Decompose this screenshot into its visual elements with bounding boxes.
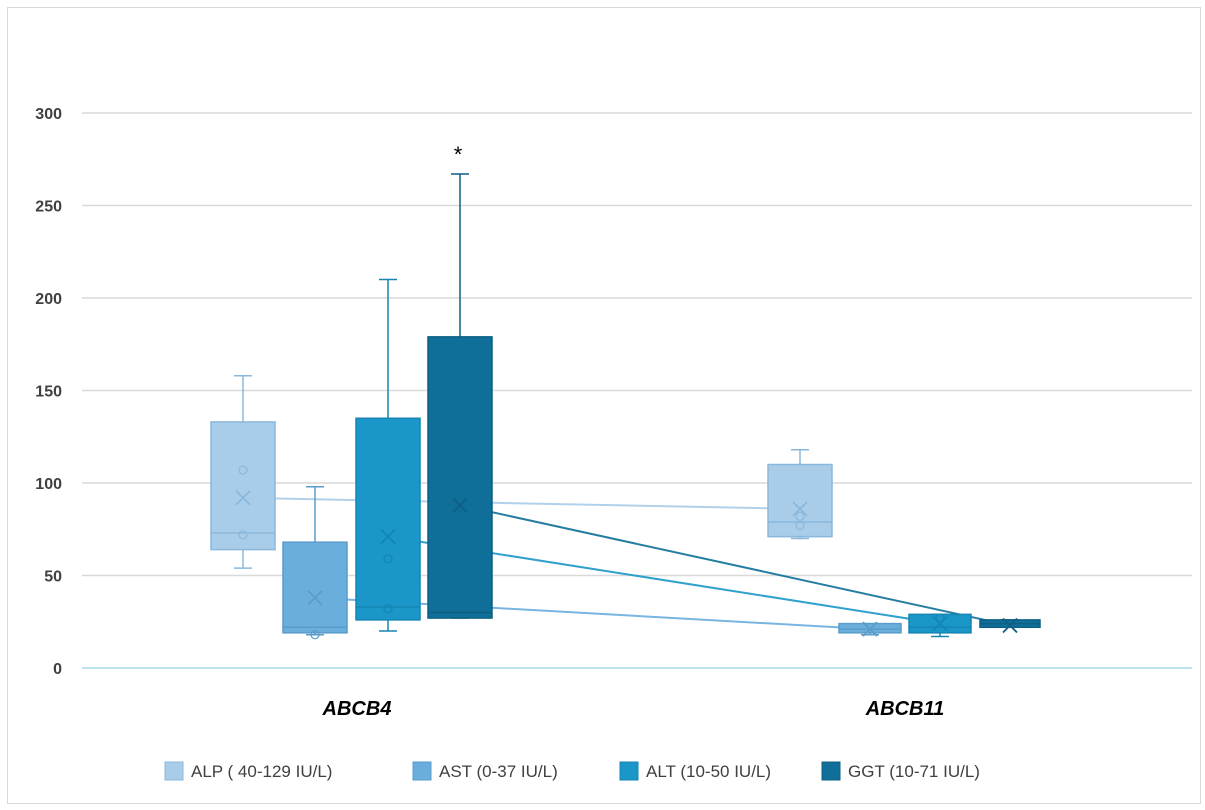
y-tick-label-200: 200 (35, 291, 62, 308)
y-tick-label-50: 50 (44, 569, 62, 586)
legend-label-3: ALT (10-50 IU/L) (646, 762, 771, 781)
mean-marker-b (380, 529, 396, 545)
box-body (355, 417, 421, 621)
mean-marker-b (792, 501, 808, 517)
box-body (767, 463, 833, 538)
data-point-1 (383, 554, 393, 564)
box-abcb4-series-2 (282, 485, 348, 640)
category-label-abcb4: ABCB4 (322, 698, 392, 720)
legend-swatch-4 (821, 761, 841, 781)
y-tick-label-100: 100 (35, 476, 62, 493)
box-abcb11-series-2 (838, 621, 902, 637)
mean-marker-b (452, 497, 468, 513)
box-abcb4-series-1 (210, 374, 276, 569)
box-body (282, 541, 348, 634)
chart-frame (7, 7, 1201, 804)
mean-marker-b (307, 590, 323, 606)
data-point-1 (310, 630, 320, 640)
legend-swatch-3 (619, 761, 639, 781)
box-body (427, 336, 493, 619)
mean-marker-b (932, 615, 948, 632)
box-abcb11-series-1 (767, 448, 833, 540)
box-abcb11-series-3 (908, 613, 972, 638)
y-tick-label-250: 250 (35, 199, 62, 216)
data-point-1 (935, 613, 945, 623)
legend-label-4: GGT (10-71 IU/L) (848, 762, 980, 781)
y-tick-label-150: 150 (35, 384, 62, 401)
mean-marker-b (1002, 617, 1018, 634)
data-point-2 (383, 604, 393, 614)
category-label-abcb11: ABCB11 (865, 698, 945, 720)
data-point-2 (238, 530, 248, 540)
category-labels: ABCB4 ABCB11 (322, 698, 945, 720)
box-abcb11-series-4 (979, 617, 1041, 634)
mean-line-4 (459, 504, 1011, 627)
gridlines (82, 112, 1192, 669)
y-tick-label-0: 0 (53, 661, 62, 678)
legend: ALP ( 40-129 IU/L) AST (0-37 IU/L) ALT (10… (164, 761, 980, 781)
data-point-1 (238, 465, 248, 475)
mean-marker-b (862, 621, 878, 637)
significance-asterisk: * (454, 142, 463, 167)
box-abcb4-series-4 (427, 173, 493, 619)
legend-label-2: AST (0-37 IU/L) (439, 762, 558, 781)
box-body (210, 421, 276, 551)
legend-label-1: ALP ( 40-129 IU/L) (191, 762, 332, 781)
mean-line-1 (242, 496, 801, 510)
y-axis-tick-labels: 0 50 100 150 200 250 300 (35, 106, 62, 678)
boxes (210, 173, 1041, 640)
legend-swatch-2 (412, 761, 432, 781)
data-point-1 (795, 511, 805, 521)
data-point-2 (795, 520, 805, 531)
mean-marker-b (235, 490, 251, 506)
y-tick-label-300: 300 (35, 106, 62, 123)
box-abcb4-series-3 (355, 278, 421, 632)
legend-swatch-1 (164, 761, 184, 781)
